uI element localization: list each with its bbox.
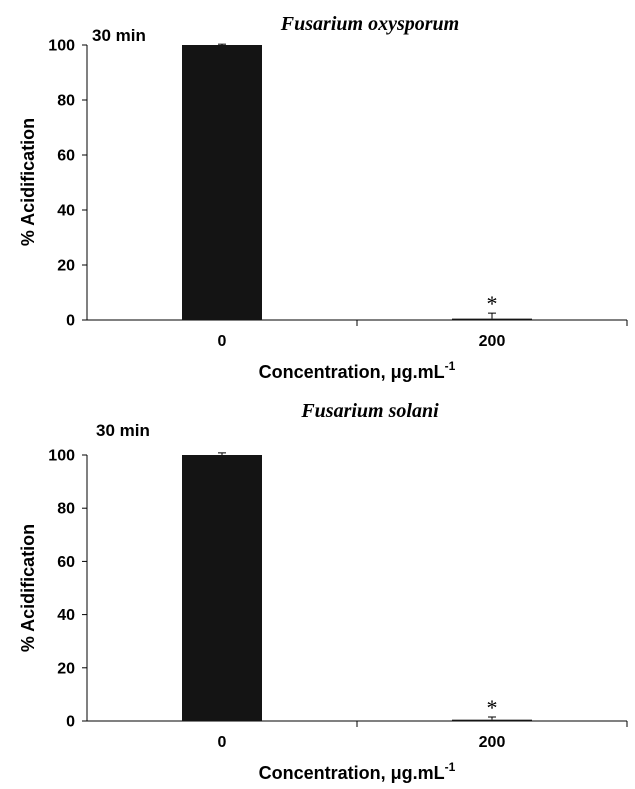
significance-asterisk: *: [487, 695, 498, 720]
x-axis-label-prefix: Concentration,: [259, 362, 391, 382]
x-axis-label-unit: μg.mL: [391, 362, 445, 382]
bar: [182, 45, 262, 320]
x-axis-label-superscript: -1: [445, 760, 456, 774]
x-tick-label: 200: [479, 333, 506, 350]
chart-title: Fusarium oxysporum: [280, 13, 459, 35]
y-tick-label: 100: [48, 38, 75, 55]
y-tick-label: 60: [57, 148, 75, 165]
bars: [182, 455, 532, 721]
x-axis-label: Concentration, μg.mL-1: [259, 359, 456, 382]
x-ticks: [356, 721, 628, 727]
bar: [182, 455, 262, 721]
y-tick-label: 40: [57, 203, 75, 220]
x-axis-label: Concentration, μg.mL-1: [259, 760, 456, 783]
bar: [452, 719, 532, 721]
y-ticks: 0 20 40 60 80 100: [48, 448, 87, 731]
y-axis-label: % Acidification: [18, 524, 38, 652]
x-tick-label: 0: [218, 333, 227, 350]
y-tick-label: 0: [66, 313, 75, 330]
x-ticks: [356, 320, 628, 326]
x-axis-label-prefix: Concentration,: [259, 763, 391, 783]
significance-asterisk: *: [487, 291, 498, 316]
x-axis-label-superscript: -1: [445, 359, 456, 373]
x-tick-labels: 0 200: [218, 333, 506, 350]
time-annotation: 30 min: [96, 421, 150, 440]
y-tick-label: 100: [48, 448, 75, 465]
time-annotation: 30 min: [92, 26, 146, 45]
x-tick-label: 200: [479, 734, 506, 751]
error-bars: [218, 452, 496, 720]
bar: [452, 318, 532, 320]
x-tick-label: 0: [218, 734, 227, 751]
y-tick-label: 60: [57, 554, 75, 571]
y-tick-label: 20: [57, 258, 75, 275]
y-tick-label: 80: [57, 93, 75, 110]
y-tick-label: 20: [57, 660, 75, 677]
chart-panel-fusarium-solani: Fusarium solani 30 min % Acidification 0…: [18, 400, 628, 783]
significance-markers: *: [487, 291, 498, 316]
chart-title: Fusarium solani: [300, 400, 439, 422]
y-axis-label: % Acidification: [18, 118, 38, 246]
chart-panel-fusarium-oxysporum: Fusarium oxysporum 30 min % Acidificatio…: [18, 13, 628, 382]
x-axis-label-unit: μg.mL: [391, 763, 445, 783]
y-tick-label: 40: [57, 607, 75, 624]
y-tick-label: 80: [57, 501, 75, 518]
y-ticks: 0 20 40 60 80 100: [48, 38, 87, 330]
y-tick-label: 0: [66, 714, 75, 731]
significance-markers: *: [487, 695, 498, 720]
x-tick-labels: 0 200: [218, 734, 506, 751]
error-bars: [218, 43, 496, 319]
bars: [182, 45, 532, 320]
